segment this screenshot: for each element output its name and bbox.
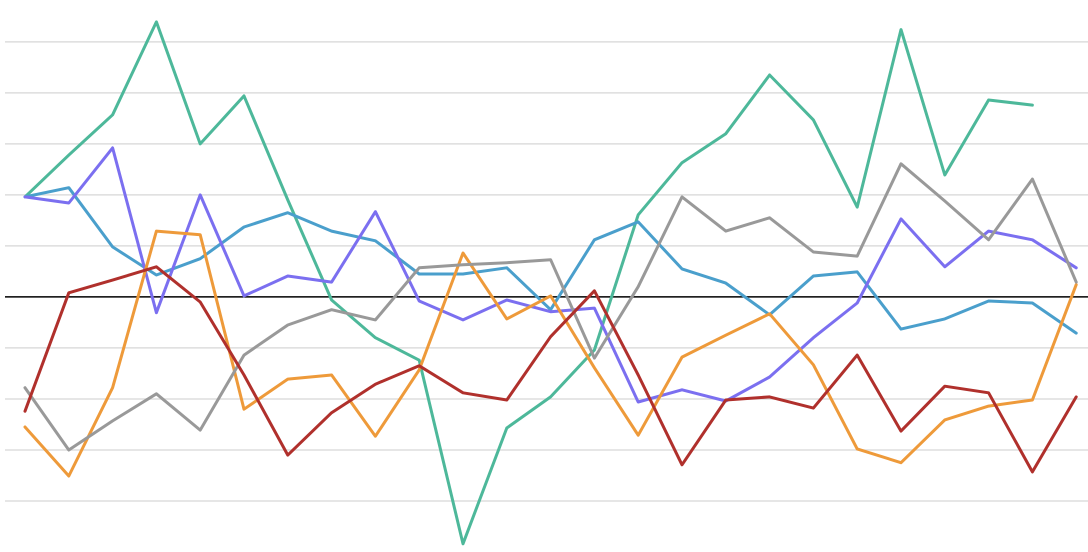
series-line — [23, 229, 1078, 478]
series-line — [23, 20, 1034, 546]
series-line — [23, 186, 1078, 335]
series-line — [23, 265, 1078, 474]
series-line — [23, 146, 1078, 404]
series-line — [23, 162, 1078, 452]
